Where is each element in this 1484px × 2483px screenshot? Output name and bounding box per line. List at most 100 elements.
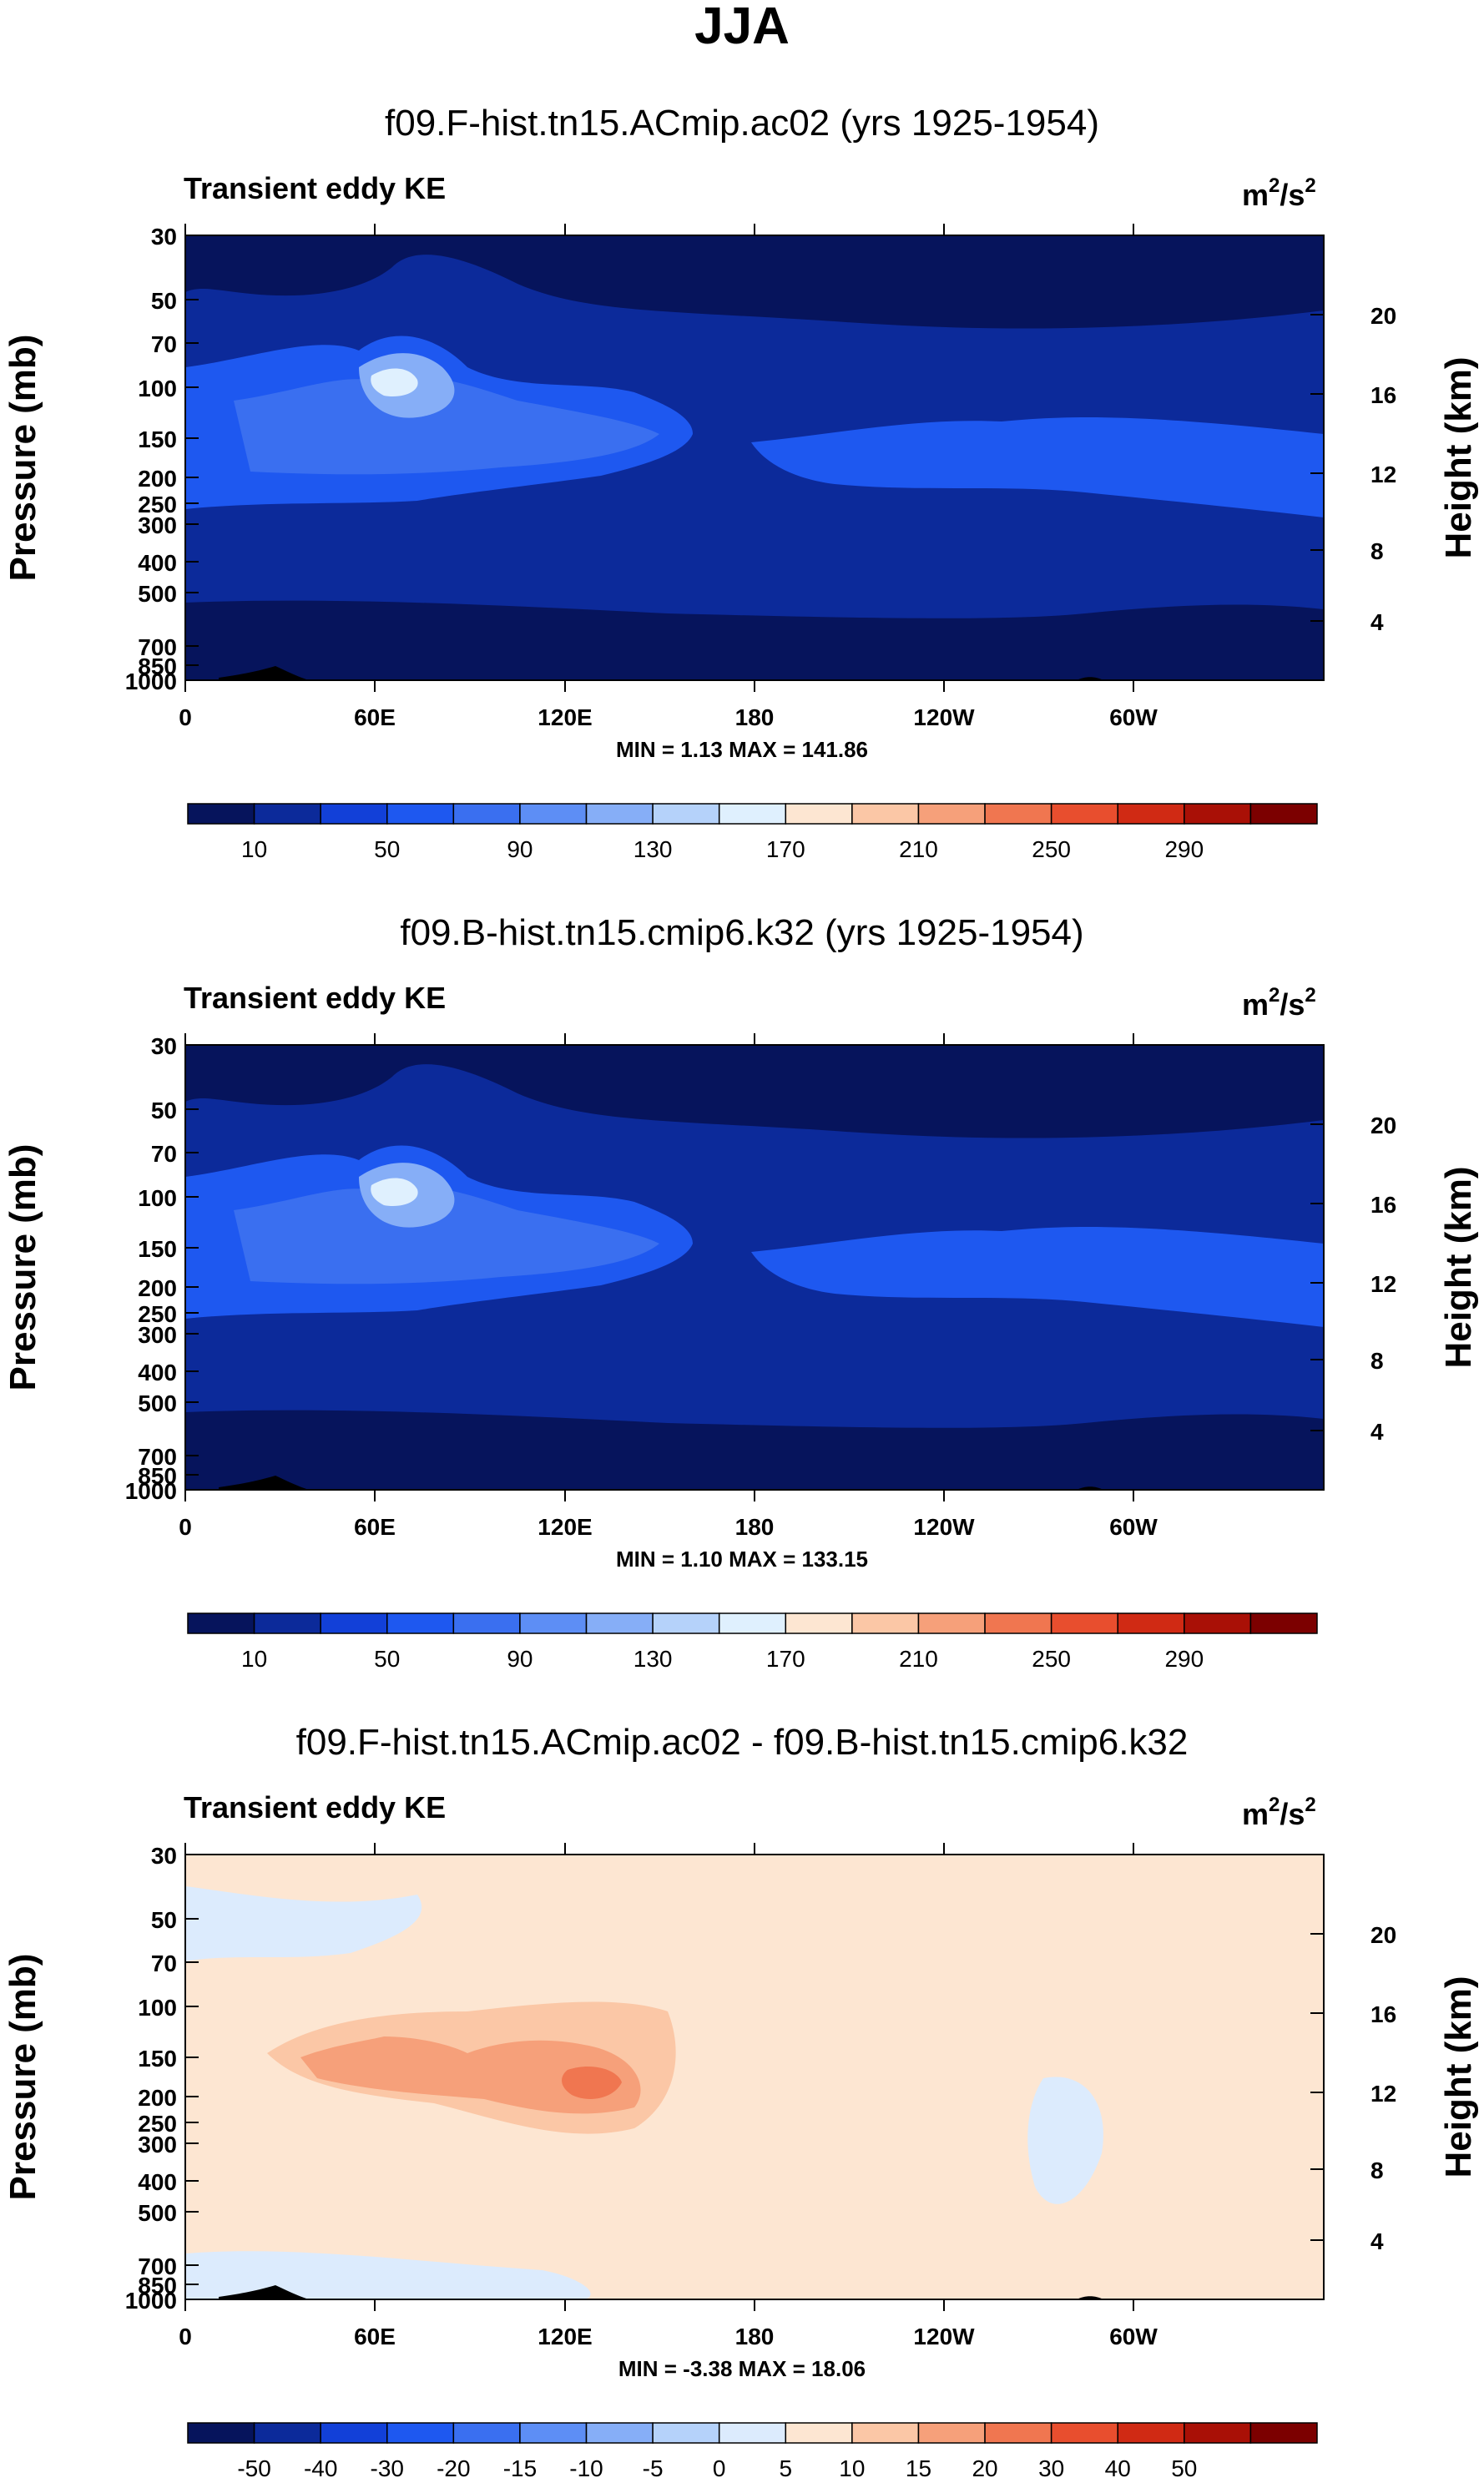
- topography: [219, 2285, 309, 2299]
- y-tick-label: 850: [138, 654, 177, 679]
- y-right-tick-label: 4: [1370, 2228, 1384, 2254]
- colorbar-swatch: [187, 1612, 255, 1634]
- y-tick-label: 70: [151, 1951, 177, 1976]
- colorbar-label: 10: [839, 2455, 865, 2481]
- figure-title: JJA: [694, 0, 790, 55]
- colorbar-swatch: [984, 2422, 1052, 2444]
- y-right-tick-label: 4: [1370, 609, 1384, 635]
- units-base: m: [1242, 987, 1269, 1022]
- y-tick-label: 850: [138, 2273, 177, 2299]
- x-tick-label: 60E: [354, 2324, 396, 2349]
- contour-band-peak: [371, 368, 418, 397]
- colorbar: 10 50 90 130 170 210 250 290: [187, 1612, 1318, 1672]
- colorbar-swatch: [187, 2422, 255, 2444]
- colorbar-swatch: [984, 803, 1052, 825]
- panel-left-label: Transient eddy KE: [184, 1790, 446, 1824]
- y-tick-label: 400: [138, 550, 177, 576]
- colorbar-swatch: [1050, 1612, 1118, 1634]
- colorbar: -50 -40 -30 -20 -15 -10 -5 0 5 10 15 20 30 40 50: [187, 2422, 1318, 2481]
- y-tick-label: 30: [151, 1843, 177, 1869]
- units-slash: /s: [1280, 1797, 1305, 1831]
- y-right-tick-label: 16: [1370, 1192, 1396, 1218]
- colorbar-swatch: [1249, 1612, 1318, 1634]
- panel-top: f09.F-hist.tn15.ACmip.ac02 (yrs 1925-195…: [3, 103, 1479, 862]
- colorbar-swatch: [917, 803, 986, 825]
- colorbar-swatch: [585, 803, 654, 825]
- contour-band-peak: [371, 1178, 418, 1207]
- colorbar-label: 0: [713, 2455, 726, 2481]
- y-tick-label: 1000: [125, 2288, 177, 2314]
- min-max-label: MIN = 1.10 MAX = 133.15: [616, 1547, 868, 1572]
- units-base: m: [1242, 1797, 1269, 1831]
- x-tick-label: 0: [179, 1514, 192, 1540]
- y-right-tick-label: 16: [1370, 382, 1396, 408]
- colorbar-swatch: [187, 803, 255, 825]
- y-right-tick-label: 20: [1370, 1922, 1396, 1948]
- panel-title: f09.B-hist.tn15.cmip6.k32 (yrs 1925-1954…: [400, 912, 1083, 953]
- colorbar-swatch: [386, 2422, 455, 2444]
- colorbar-swatch: [452, 803, 521, 825]
- panel-left-label: Transient eddy KE: [184, 981, 446, 1015]
- colorbar-label: 30: [1038, 2455, 1064, 2481]
- units-base: m: [1242, 178, 1269, 212]
- colorbar-swatch: [320, 1612, 388, 1634]
- x-tick-label: 180: [735, 704, 775, 730]
- colorbar-swatch: [785, 1612, 853, 1634]
- y-right-tick-label: 8: [1370, 538, 1384, 564]
- units-label: m2/s2: [1242, 174, 1316, 212]
- contour-fills: [185, 235, 1324, 680]
- y-tick-label: 100: [138, 1185, 177, 1211]
- y-tick-label: 250: [138, 492, 177, 517]
- y-right-tick-label: 4: [1370, 1419, 1384, 1445]
- min-max-label: MIN = 1.13 MAX = 141.86: [616, 737, 868, 762]
- colorbar-swatch: [253, 1612, 321, 1634]
- y-tick-label: 150: [138, 2046, 177, 2072]
- colorbar-swatch: [1117, 1612, 1185, 1634]
- units-exp: 2: [1269, 174, 1280, 197]
- x-tick-label: 120E: [538, 2324, 592, 2349]
- x-tick-label: 60W: [1109, 1514, 1158, 1540]
- colorbar-swatch: [386, 1612, 455, 1634]
- y-right-tick-label: 16: [1370, 2001, 1396, 2027]
- colorbar-label: 170: [766, 836, 805, 862]
- y-tick-label: 200: [138, 2085, 177, 2111]
- y-tick-label: 300: [138, 512, 177, 538]
- topography: [219, 666, 309, 680]
- colorbar-swatch: [452, 1612, 521, 1634]
- y-axis-title-right: Height (km): [1438, 357, 1479, 559]
- colorbar-swatch: [917, 1612, 986, 1634]
- colorbar-label: 130: [633, 836, 673, 862]
- colorbar-label: 40: [1105, 2455, 1131, 2481]
- contour-band-positive-max: [562, 2066, 622, 2099]
- x-tick-label: 60W: [1109, 704, 1158, 730]
- y-axis-title: Pressure (mb): [3, 335, 43, 582]
- contour-band-lower-low: [185, 600, 1324, 680]
- y-tick-label: 1000: [125, 669, 177, 694]
- contour-band-jet-west: [751, 417, 1324, 517]
- x-tick-label: 120W: [913, 2324, 975, 2349]
- y-tick-label: 150: [138, 426, 177, 452]
- colorbar-label: -50: [237, 2455, 270, 2481]
- contour-band-jet-inner: [234, 375, 659, 475]
- colorbar-swatch: [320, 2422, 388, 2444]
- y-axis-title: Pressure (mb): [3, 1144, 43, 1391]
- x-tick-label: 120W: [913, 1514, 975, 1540]
- panels: f09.F-hist.tn15.ACmip.ac02 (yrs 1925-195…: [3, 103, 1479, 2481]
- colorbar-swatch: [1050, 803, 1118, 825]
- units-exp2: 2: [1305, 174, 1315, 197]
- y-tick-label: 500: [138, 581, 177, 607]
- colorbar-label: 20: [972, 2455, 997, 2481]
- y-tick-label: 70: [151, 331, 177, 357]
- y-right-tick-label: 20: [1370, 303, 1396, 329]
- units-exp2: 2: [1305, 984, 1315, 1007]
- x-tick-label: 60E: [354, 704, 396, 730]
- colorbar-swatch: [320, 803, 388, 825]
- contour-band-lower-low: [185, 1410, 1324, 1490]
- y-tick-label: 200: [138, 1275, 177, 1301]
- y-tick-label: 700: [138, 2253, 177, 2279]
- colorbar-label: 210: [899, 836, 938, 862]
- plot-area: [184, 235, 1325, 681]
- colorbar-swatch: [984, 1612, 1052, 1634]
- plot-area: [184, 1044, 1325, 1491]
- colorbar: 10 50 90 130 170 210 250 290: [187, 803, 1318, 862]
